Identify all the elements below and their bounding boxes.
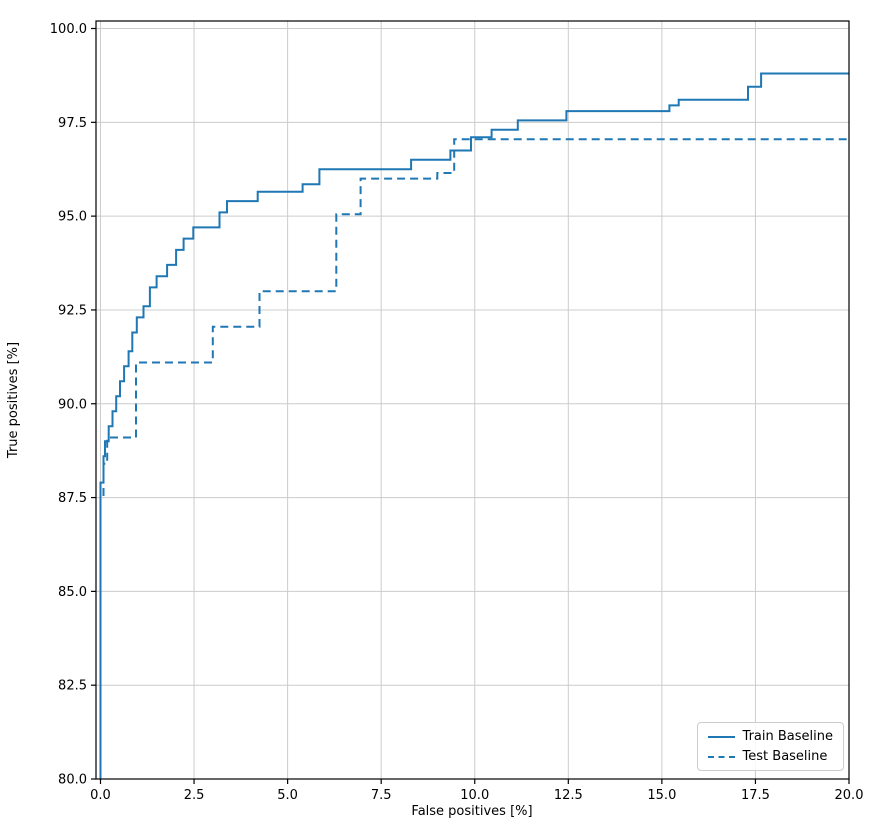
legend-entry-test: Test Baseline <box>707 749 833 764</box>
x-tick-label: 0.0 <box>90 788 111 803</box>
y-tick-label: 82.5 <box>58 679 87 694</box>
y-tick-label: 85.0 <box>58 585 87 600</box>
axes-frame <box>95 20 850 780</box>
series-line-train-baseline <box>99 72 849 779</box>
y-tick-label: 97.5 <box>58 116 87 131</box>
x-tick-label: 2.5 <box>184 788 205 803</box>
x-tick-label: 15.0 <box>647 788 676 803</box>
y-tick-label: 90.0 <box>58 397 87 412</box>
y-tick-label: 80.0 <box>58 773 87 788</box>
y-tick-label: 100.0 <box>50 22 87 37</box>
series-group <box>99 72 849 779</box>
train-line-sample-icon <box>707 735 735 738</box>
x-tick-label: 20.0 <box>835 788 864 803</box>
y-tick-label: 95.0 <box>58 210 87 225</box>
y-axis-label: True positives [%] <box>6 342 21 459</box>
x-tick-label: 7.5 <box>371 788 392 803</box>
test-line-sample-icon <box>707 755 735 758</box>
legend-label-test: Test Baseline <box>742 749 828 764</box>
y-tick-label: 92.5 <box>58 303 87 318</box>
x-tick-label: 5.0 <box>277 788 298 803</box>
x-tick-label: 17.5 <box>741 788 770 803</box>
series-line-test-baseline <box>99 138 849 779</box>
x-tick-label: 12.5 <box>554 788 583 803</box>
x-axis-label: False positives [%] <box>411 804 532 819</box>
y-tick-label: 87.5 <box>58 491 87 506</box>
legend: Train Baseline Test Baseline <box>696 722 844 771</box>
legend-entry-train: Train Baseline <box>707 729 833 744</box>
x-tick-label: 10.0 <box>460 788 489 803</box>
legend-label-train: Train Baseline <box>742 729 833 744</box>
